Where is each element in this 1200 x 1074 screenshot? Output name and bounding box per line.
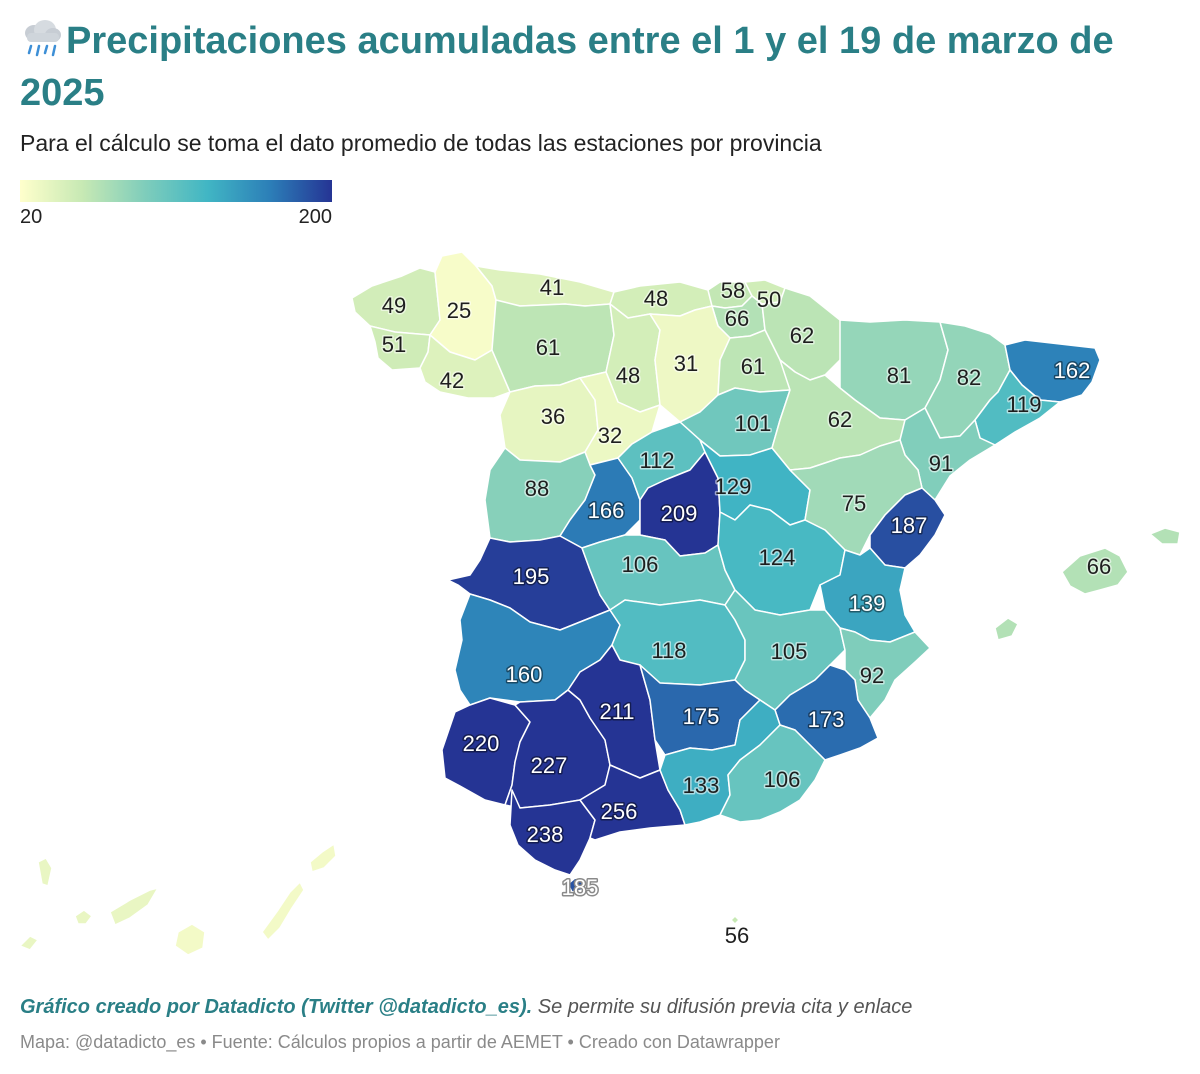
region-illes-balears-ibiza[interactable] (994, 617, 1019, 641)
label-badajoz: 160 (506, 662, 543, 687)
label-segovia: 112 (639, 448, 674, 473)
label-jaen: 175 (683, 704, 720, 729)
label-palencia: 48 (616, 363, 640, 388)
label-leon: 61 (536, 335, 560, 360)
label-cordoba: 211 (599, 699, 634, 724)
label-albacete: 105 (771, 639, 808, 664)
region-tenerife[interactable] (109, 887, 159, 926)
legend-max-label: 200 (298, 206, 332, 228)
label-cuenca: 124 (759, 545, 796, 570)
region-lanzarote[interactable] (309, 843, 337, 873)
chart-title: Precipitaciones acumuladas entre el 1 y … (20, 18, 1180, 116)
label-huelva: 220 (463, 731, 500, 756)
label-asturias: 41 (540, 275, 564, 300)
region-el-hierro[interactable] (19, 935, 39, 951)
label-salamanca: 88 (525, 476, 549, 501)
legend-min-label: 20 (20, 206, 43, 228)
label-cadiz: 238 (527, 822, 564, 847)
region-fuerteventura[interactable] (261, 881, 305, 941)
credit-note: Se permite su difusión previa cita y enl… (532, 996, 913, 1018)
legend-gradient-bar (20, 180, 332, 202)
label-pontevedra: 51 (382, 332, 406, 357)
label-sevilla: 227 (531, 753, 568, 778)
source-line: Mapa: @datadicto_es • Fuente: Cálculos p… (20, 1032, 780, 1052)
label-girona: 162 (1054, 358, 1091, 383)
label-caceres: 195 (513, 564, 550, 589)
label-gipuzkoa: 50 (757, 287, 781, 312)
choropleth-map: 49 51 25 42 41 48 58 50 66 62 61 48 31 6… (19, 251, 1181, 956)
label-ceuta: 185 (562, 875, 599, 900)
label-lleida: 82 (957, 365, 981, 390)
region-gran-canaria[interactable] (174, 923, 206, 956)
label-castellon: 187 (891, 513, 928, 538)
label-illes-balears: 66 (1087, 554, 1111, 579)
region-illes-balears-mallorca[interactable] (1061, 547, 1129, 595)
label-tarragona: 91 (929, 451, 953, 476)
label-ourense: 42 (440, 368, 464, 393)
credit-line: Gráfico creado por Datadicto (Twitter @d… (20, 996, 912, 1019)
label-lugo: 25 (447, 298, 471, 323)
region-melilla[interactable] (730, 915, 740, 925)
cloud-rain-icon (20, 19, 64, 70)
label-madrid: 209 (661, 501, 698, 526)
label-a-coruna: 49 (382, 293, 406, 318)
label-teruel: 75 (842, 491, 866, 516)
region-ceuta[interactable] (567, 877, 585, 893)
region-la-palma[interactable] (37, 857, 53, 887)
chart-title-text: Precipitaciones acumuladas entre el 1 y … (20, 20, 1114, 114)
label-huesca: 81 (887, 363, 911, 388)
region-cadiz[interactable] (509, 789, 596, 876)
label-valencia: 139 (849, 591, 886, 616)
chart-subtitle: Para el cálculo se toma el dato promedio… (20, 130, 822, 156)
label-melilla: 56 (725, 923, 749, 948)
label-barcelona: 119 (1006, 392, 1041, 417)
label-toledo: 106 (622, 552, 659, 577)
region-barcelona[interactable] (974, 369, 1061, 446)
color-legend: 20 200 (20, 180, 332, 228)
label-zaragoza: 62 (828, 407, 852, 432)
label-bizkaia: 58 (721, 278, 745, 303)
label-valladolid: 32 (598, 423, 622, 448)
label-araba: 66 (725, 306, 749, 331)
label-malaga: 256 (601, 799, 638, 824)
label-soria: 101 (735, 411, 772, 436)
value-labels: 49 51 25 42 41 48 58 50 66 62 61 48 31 6… (380, 273, 1112, 948)
label-avila: 166 (588, 498, 625, 523)
label-almeria: 106 (764, 767, 801, 792)
label-cantabria: 48 (644, 286, 668, 311)
region-illes-balears-menorca[interactable] (1149, 527, 1181, 545)
label-murcia: 173 (808, 707, 845, 732)
region-la-gomera[interactable] (74, 909, 93, 925)
label-ciudad-real: 118 (651, 638, 686, 663)
label-navarra: 62 (790, 323, 814, 348)
credit-author: Gráfico creado por Datadicto (Twitter @d… (20, 996, 533, 1018)
label-guadalajara: 129 (715, 474, 752, 499)
label-granada: 133 (683, 773, 720, 798)
label-zamora: 36 (541, 404, 565, 429)
label-la-rioja: 61 (741, 354, 765, 379)
region-almeria[interactable] (719, 724, 826, 823)
label-burgos: 31 (674, 351, 698, 376)
label-alicante: 92 (860, 663, 884, 688)
